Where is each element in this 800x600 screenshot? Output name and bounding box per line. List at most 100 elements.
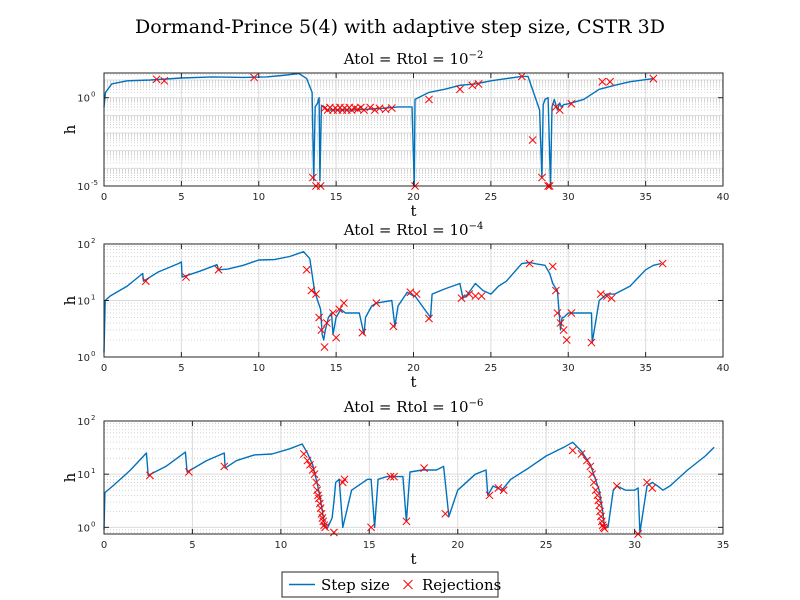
rejection-stroke [390, 472, 398, 481]
legend-rejections-marker [403, 579, 413, 590]
rejection-stroke [329, 528, 338, 537]
rejection-stroke [307, 286, 316, 295]
rejection-marker [315, 313, 324, 322]
rejection-marker [358, 328, 367, 337]
rejection-marker [303, 456, 312, 465]
rejection-stroke [250, 73, 259, 82]
rejection-stroke [567, 99, 576, 108]
x-tick-label: 30 [628, 540, 641, 551]
rejection-marker [402, 517, 411, 526]
rejection-marker [370, 106, 379, 114]
rejection-marker [322, 319, 331, 327]
rejection-marker [567, 309, 576, 317]
y-axis-label: h [61, 472, 79, 482]
rejection-marker [582, 456, 591, 465]
rejection-stroke [358, 328, 367, 337]
rejection-stroke [600, 524, 609, 533]
subplot-title: Atol = Rtol = 10−2 [343, 50, 484, 68]
x-tick-label: 20 [407, 363, 420, 374]
rejection-marker [485, 491, 494, 500]
x-tick-label: 15 [330, 363, 343, 374]
rejection-stroke [367, 523, 376, 532]
x-tick-label: 20 [451, 540, 464, 551]
rejection-stroke [320, 343, 329, 352]
rejection-stroke [555, 106, 564, 114]
rejection-stroke [360, 106, 368, 114]
rejection-marker [425, 314, 433, 323]
rejection-marker [588, 470, 597, 479]
rejection-marker [555, 106, 564, 114]
rejection-marker [465, 290, 474, 299]
rejection-marker [308, 173, 317, 182]
rejection-stroke [551, 286, 560, 295]
rejection-marker [591, 486, 600, 495]
rejection-stroke [302, 265, 311, 274]
rejection-stroke [339, 299, 348, 308]
rejection-stroke [562, 336, 571, 344]
rejection-marker [302, 265, 311, 274]
rejection-marker [412, 290, 421, 299]
x-tick-label: 25 [540, 540, 553, 551]
rejection-stroke [386, 472, 395, 481]
legend-box [281, 571, 499, 598]
rejection-marker [320, 521, 329, 530]
x-tick-label: 15 [363, 540, 376, 551]
rejection-marker [607, 294, 616, 303]
rejection-marker [455, 85, 464, 94]
rejection-marker [658, 259, 667, 268]
rejection-marker [594, 496, 603, 505]
rejection-marker [314, 491, 322, 500]
rejection-marker [386, 472, 395, 481]
rejection-stroke [402, 517, 411, 526]
rejection-stroke [525, 259, 534, 268]
rejection-marker [367, 523, 376, 532]
rejection-marker [499, 486, 508, 495]
rejection-marker [600, 524, 609, 533]
rejection-stroke [485, 491, 494, 500]
rejection-marker [310, 470, 319, 479]
x-tick-label: 15 [330, 192, 343, 203]
rejection-marker [587, 338, 596, 347]
rejection-marker [517, 72, 526, 81]
y-tick-exponent: 0 [91, 350, 95, 358]
rejection-marker [214, 265, 223, 274]
rejection-marker [559, 326, 568, 334]
rejection-stroke [312, 478, 321, 487]
rejection-stroke [648, 484, 657, 492]
rejection-stroke [340, 475, 349, 484]
legend: Step size Rejections [281, 571, 501, 598]
y-tick-label: 10 [77, 470, 90, 481]
rejection-stroke [607, 294, 616, 303]
rejection-marker [589, 478, 598, 487]
rejection-stroke [319, 517, 328, 526]
rejection-stroke [598, 77, 607, 86]
rejection-stroke [494, 484, 503, 492]
rejection-stroke [220, 462, 229, 471]
rejection-stroke [612, 482, 621, 490]
rejection-stroke [597, 512, 605, 521]
y-tick-label: 10 [77, 417, 90, 428]
x-tick-label: 0 [101, 363, 107, 374]
rejection-marker [606, 77, 614, 86]
x-tick-label: 30 [562, 363, 575, 374]
rejection-stroke [588, 470, 597, 479]
rejection-stroke [591, 486, 600, 495]
subplot-title: Atol = Rtol = 10−4 [343, 221, 484, 239]
rejection-stroke [658, 259, 667, 268]
y-axis-label: h [61, 295, 79, 305]
rejection-stroke [214, 265, 223, 274]
rejection-marker [596, 290, 605, 299]
rejection-stroke [303, 456, 312, 465]
subplot-title: Atol = Rtol = 10−6 [343, 398, 484, 416]
rejection-marker [551, 286, 560, 295]
rejection-stroke [568, 446, 577, 455]
rejection-marker [381, 105, 390, 114]
x-tick-label: 40 [717, 363, 730, 374]
rejection-marker [551, 102, 560, 111]
rejection-stroke [553, 309, 562, 317]
rejection-stroke [597, 517, 606, 526]
rejection-marker [494, 484, 503, 492]
